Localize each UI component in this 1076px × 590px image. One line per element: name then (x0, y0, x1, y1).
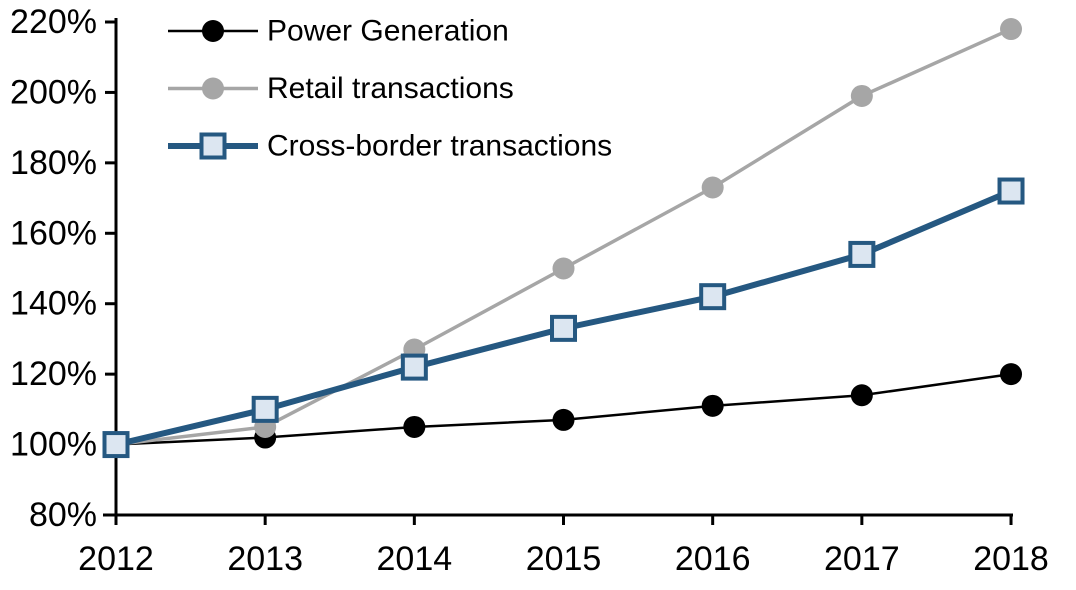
y-tick-label: 220% (10, 3, 97, 41)
series-power-generation (105, 363, 1023, 456)
series-marker-cross-border-transactions (699, 283, 727, 311)
y-tick-label: 100% (10, 426, 97, 464)
x-tick-label: 2016 (675, 540, 751, 578)
series-marker-cross-border-transactions (848, 240, 876, 268)
y-tick-label: 160% (10, 214, 97, 252)
x-tick-label: 2014 (377, 540, 453, 578)
series-line-retail-transactions (115, 27, 1012, 447)
series-marker-power-generation (202, 20, 224, 42)
series-marker-retail-transactions (552, 257, 575, 280)
x-tick-label: 2015 (526, 540, 602, 578)
series-marker-power-generation (552, 408, 575, 431)
y-tick-label: 120% (10, 355, 97, 393)
series-marker-retail-transactions (850, 84, 873, 107)
y-tick-label: 200% (10, 73, 97, 111)
series-marker-power-generation (850, 384, 873, 407)
y-tick-label: 80% (29, 496, 97, 534)
y-tick-label: 180% (10, 144, 97, 182)
series-marker-cross-border-transactions (550, 314, 578, 342)
series-marker-cross-border-transactions (102, 431, 130, 459)
series-marker-cross-border-transactions (997, 177, 1025, 205)
series-retail-transactions (105, 18, 1023, 456)
series-marker-cross-border-transactions (251, 395, 279, 423)
x-tick-label: 2017 (824, 540, 900, 578)
series-marker-power-generation (701, 394, 724, 417)
y-tick-label: 140% (10, 285, 97, 323)
x-tick-label: 2018 (973, 540, 1049, 578)
series-marker-cross-border-transactions (400, 353, 428, 381)
x-tick-label: 2012 (78, 540, 154, 578)
series-marker-retail-transactions (202, 77, 224, 100)
series-marker-cross-border-transactions (199, 132, 227, 160)
series-marker-power-generation (1000, 363, 1023, 386)
series-marker-power-generation (403, 415, 426, 438)
legend-label: Cross-border transactions (267, 130, 612, 163)
legend-item-cross-border-transactions: Cross-border transactions (168, 130, 612, 163)
x-tick-label: 2013 (227, 540, 303, 578)
legend-label: Power Generation (267, 15, 509, 48)
legend-item-retail-transactions: Retail transactions (168, 72, 514, 105)
series-cross-border-transactions (102, 177, 1025, 459)
legend: Power Generation Retail transactions Cross… (168, 15, 612, 163)
legend-label: Retail transactions (267, 72, 514, 105)
series-marker-retail-transactions (1000, 18, 1023, 41)
series-marker-retail-transactions (701, 176, 724, 199)
legend-item-power-generation: Power Generation (168, 15, 509, 48)
axes: 80% 100% 120% 140% 160% 180% 200% 220% 2012 2013 2… (10, 3, 1049, 578)
